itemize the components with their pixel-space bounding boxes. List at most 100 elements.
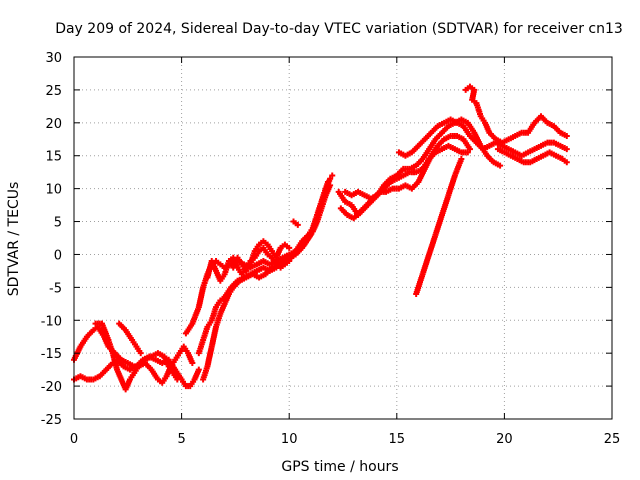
series-markers (429, 144, 440, 157)
series-markers (402, 165, 411, 172)
series-markers (244, 263, 252, 272)
series-markers (391, 185, 400, 192)
series-markers (461, 125, 472, 137)
series-markers (539, 114, 549, 125)
series-markers (171, 372, 179, 381)
series-markers (447, 144, 456, 151)
series-markers (173, 352, 181, 361)
series-markers (96, 325, 106, 338)
series-markers (456, 120, 465, 128)
series-markers (244, 260, 252, 269)
series-markers (256, 265, 265, 273)
series-markers (363, 193, 372, 201)
series-markers (494, 137, 504, 145)
y-tick-label: 30 (45, 51, 62, 66)
series-markers (149, 368, 160, 381)
series-markers (514, 150, 523, 158)
series-markers (270, 250, 278, 259)
data-point (563, 146, 570, 153)
series-markers (339, 207, 349, 217)
chart-title: Day 209 of 2024, Sidereal Day-to-day VTE… (55, 21, 623, 37)
series-markers (134, 345, 143, 354)
series-markers (555, 153, 564, 161)
series-markers (475, 141, 485, 151)
series-markers (501, 144, 510, 151)
y-tick-label: -10 (41, 314, 62, 329)
series-markers (420, 148, 431, 160)
series-markers (236, 256, 244, 266)
series-markers (408, 169, 417, 176)
series-markers (262, 265, 271, 273)
data-point (286, 258, 293, 265)
series-markers (526, 121, 537, 134)
series-markers (184, 322, 195, 335)
series-markers (535, 153, 544, 161)
series-markers (404, 183, 413, 191)
series-markers (553, 140, 562, 148)
series-markers (389, 173, 398, 181)
series-markers (262, 259, 271, 267)
series-markers (516, 157, 525, 165)
plot-border (73, 56, 613, 420)
series-markers (240, 266, 248, 275)
series-markers (227, 286, 235, 295)
data-point (174, 376, 181, 383)
data-point (137, 350, 144, 357)
y-tick-labels: -25 -20 -15 -10 -5 0 5 10 15 20 25 30 (41, 51, 62, 428)
series-markers (160, 375, 169, 384)
series-markers (404, 150, 413, 158)
series-markers (449, 117, 458, 125)
series-sat-p (462, 83, 570, 146)
series-markers (514, 130, 523, 138)
series-markers (269, 259, 278, 267)
series-markers (344, 199, 353, 207)
series-markers (122, 364, 131, 372)
series-markers (296, 243, 306, 253)
series-markers (132, 365, 141, 374)
series-markers (365, 197, 375, 207)
series-markers (552, 124, 562, 134)
series-markers (337, 190, 347, 203)
series-markers (533, 144, 542, 151)
series-markers (182, 345, 190, 354)
series-markers (137, 358, 147, 368)
series-markers (503, 150, 512, 158)
series-markers (231, 279, 242, 289)
series-markers (396, 173, 405, 181)
y-tick-label: -25 (41, 413, 62, 428)
series-markers (357, 190, 366, 198)
x-axis-label: GPS time / hours (281, 459, 398, 475)
series-markers (275, 255, 284, 263)
series-markers (143, 361, 153, 371)
series-markers (546, 120, 555, 128)
series-markers (261, 247, 270, 256)
series-markers (485, 154, 495, 164)
series-markers (256, 259, 265, 267)
series-markers (73, 374, 82, 382)
series-markers (456, 134, 465, 142)
x-tick-label: 10 (281, 432, 298, 447)
series-markers (290, 249, 300, 260)
series-markers (129, 364, 138, 372)
y-tick-label: -5 (49, 281, 62, 296)
series-markers (529, 157, 538, 165)
series-markers (501, 137, 510, 145)
series-markers (492, 160, 501, 168)
series-markers (238, 275, 247, 283)
series-markers (92, 374, 101, 382)
data-point (327, 175, 334, 182)
series-markers (395, 167, 405, 177)
data-point (324, 179, 331, 186)
series-markers (494, 140, 504, 148)
series-markers (410, 144, 420, 154)
series-markers (288, 249, 297, 257)
data-point (563, 159, 570, 166)
x-tick-label: 5 (177, 432, 185, 447)
series-markers (240, 263, 248, 272)
series-markers (205, 319, 214, 328)
series-markers (236, 266, 244, 275)
series-markers (416, 137, 427, 148)
series-markers (167, 365, 175, 374)
x-tick-label: 25 (604, 432, 621, 447)
